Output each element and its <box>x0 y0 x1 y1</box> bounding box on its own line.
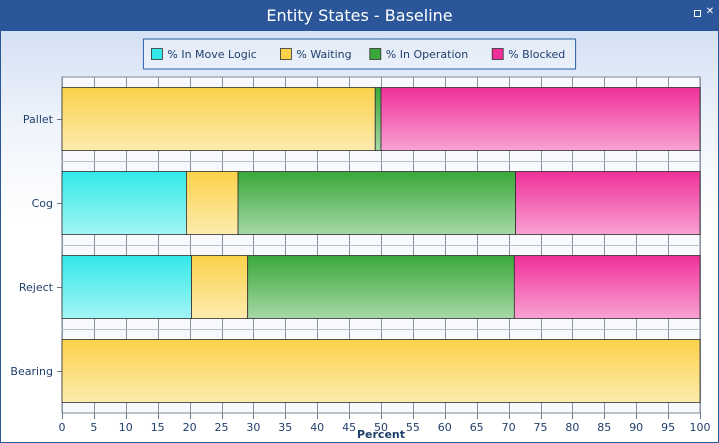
y-tick-label: Cog <box>32 197 53 210</box>
bar-segment <box>380 87 701 151</box>
x-tick-label: 10 <box>119 421 133 434</box>
x-tick-label: 65 <box>470 421 484 434</box>
window-title: Entity States - Baseline <box>266 6 453 25</box>
legend-label: % In Operation <box>386 48 468 61</box>
x-tick-label: 75 <box>534 421 548 434</box>
x-tick-label: 0 <box>59 421 66 434</box>
bar-segment <box>237 171 517 235</box>
bar-segment <box>247 255 515 319</box>
x-tick-label: 25 <box>215 421 229 434</box>
x-tick-label: 40 <box>310 421 324 434</box>
x-tick-label: 15 <box>151 421 165 434</box>
y-tick-label: Bearing <box>10 365 53 378</box>
bar-segment <box>186 171 239 235</box>
bar-segment <box>374 87 382 151</box>
bar-segment <box>61 339 701 403</box>
bar-segment <box>61 87 376 151</box>
y-tick-label: Pallet <box>23 113 54 126</box>
legend-swatch <box>491 48 504 60</box>
legend-label: % Blocked <box>508 48 565 61</box>
x-tick-label: 95 <box>661 421 675 434</box>
bar-segment <box>515 171 701 235</box>
x-tick-label: 20 <box>183 421 197 434</box>
close-icon[interactable]: ✕ <box>705 6 715 17</box>
x-tick-label: 70 <box>502 421 516 434</box>
x-tick-label: 50 <box>374 421 388 434</box>
x-tick-label: 100 <box>690 421 711 434</box>
x-tick-label: 30 <box>246 421 260 434</box>
x-tick-label: 80 <box>565 421 579 434</box>
legend-swatch <box>279 48 292 60</box>
x-tick-label: 90 <box>629 421 643 434</box>
x-axis-title: Percent <box>357 428 405 441</box>
legend-swatch <box>369 48 382 60</box>
legend-label: % Waiting <box>296 48 351 61</box>
legend-swatch <box>150 48 163 60</box>
bar-segment <box>61 171 187 235</box>
title-bar: Entity States - Baseline ✕ <box>1 1 718 31</box>
x-tick-label: 60 <box>438 421 452 434</box>
x-tick-label: 45 <box>342 421 356 434</box>
legend-label: % In Move Logic <box>167 48 256 61</box>
x-tick-label: 35 <box>278 421 292 434</box>
x-tick-label: 85 <box>597 421 611 434</box>
y-tick-label: Reject <box>19 281 54 294</box>
bar-segment <box>513 255 701 319</box>
chart-area: 0 5 10 15 20 25 30 35 40 45 50 55 60 65 70 75 80 85 90 95 10… <box>1 31 718 442</box>
stacked-bar-chart: 0 5 10 15 20 25 30 35 40 45 50 55 60 65 70 75 80 85 90 95 10… <box>10 38 711 441</box>
x-tick-label: 55 <box>406 421 420 434</box>
maximize-icon[interactable] <box>694 10 701 17</box>
bar-segment <box>191 255 249 319</box>
bar-segment <box>61 255 192 319</box>
x-tick-label: 5 <box>90 421 97 434</box>
